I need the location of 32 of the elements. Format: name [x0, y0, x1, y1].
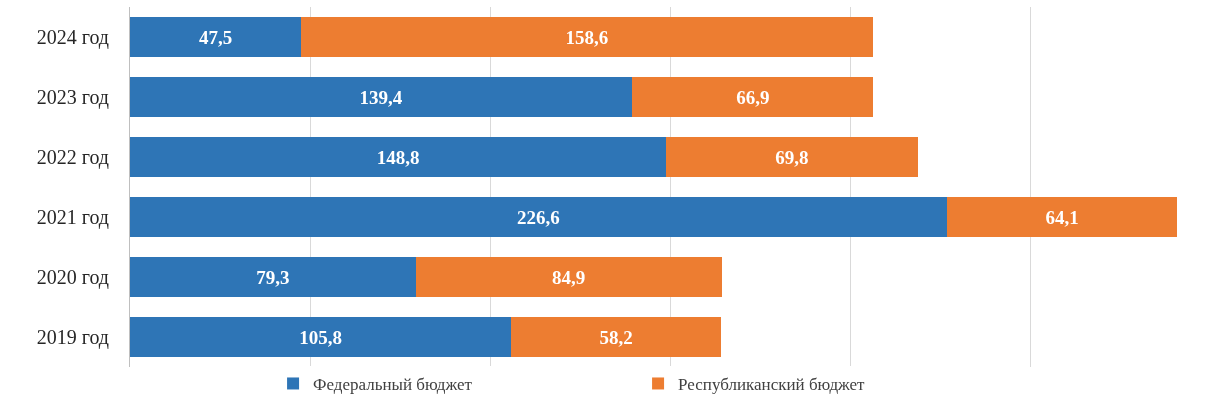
y-tick-label: 2020 год: [36, 266, 109, 289]
data-label: 66,9: [736, 86, 770, 108]
data-label: 58,2: [599, 326, 633, 348]
data-label: 79,3: [256, 266, 290, 288]
data-label: 105,8: [299, 326, 342, 348]
data-label: 226,6: [516, 206, 560, 228]
y-tick-label: 2024 год: [36, 26, 109, 49]
data-label: 69,8: [775, 146, 809, 168]
bar: [130, 257, 416, 297]
legend-label: Федеральный бюджет: [313, 375, 473, 395]
data-label: 139,4: [359, 86, 403, 108]
y-tick-label: 2019 год: [36, 326, 109, 349]
y-tick-label: 2023 год: [36, 86, 109, 109]
data-label: 84,9: [552, 266, 586, 288]
bar: [130, 137, 667, 177]
bar: [130, 197, 947, 237]
bar: [130, 317, 512, 357]
data-label: 47,5: [198, 26, 233, 48]
bar: [946, 197, 1178, 237]
y-tick-label: 2022 год: [36, 146, 109, 169]
data-label: 158,6: [565, 26, 609, 48]
bar: [511, 317, 721, 357]
bar: [301, 17, 873, 57]
y-tick-label: 2021 год: [36, 206, 109, 229]
legend-label: Республиканский бюджет: [678, 375, 866, 395]
data-label: 64,1: [1045, 206, 1079, 228]
bar: [632, 77, 874, 117]
bar: [130, 77, 633, 117]
bar: [666, 137, 918, 177]
bar: [130, 17, 302, 57]
data-label: 148,8: [376, 146, 420, 168]
bar: [415, 257, 722, 297]
